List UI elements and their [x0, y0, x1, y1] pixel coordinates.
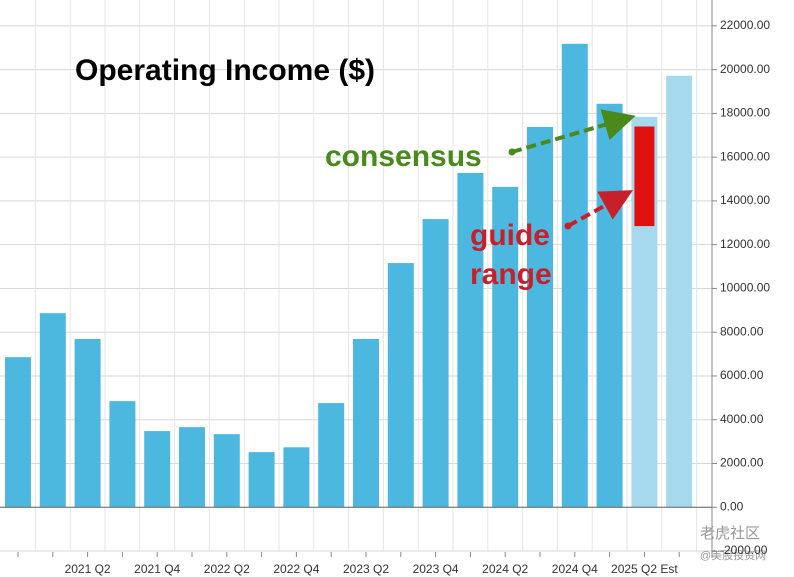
bar [74, 338, 101, 508]
guide-arrow [567, 190, 634, 228]
consensus-label: consensus [325, 140, 482, 173]
bar [596, 103, 623, 508]
x-tick-label: 2023 Q4 [413, 562, 459, 576]
bar [666, 75, 693, 508]
x-tick-label: 2022 Q2 [204, 562, 250, 576]
bar [492, 186, 519, 508]
bar [318, 403, 345, 508]
y-tick-label: 14000.00 [720, 193, 770, 207]
bar [283, 447, 310, 508]
bar [457, 172, 484, 508]
bar [179, 427, 205, 508]
bar [527, 126, 553, 508]
y-tick-label: 10000.00 [720, 281, 770, 295]
y-tick-label: 8000.00 [720, 324, 764, 338]
bar [353, 338, 379, 508]
bar [5, 357, 31, 508]
bar [561, 43, 588, 508]
y-tick-label: 20000.00 [720, 62, 770, 76]
y-tick-label: 18000.00 [720, 106, 770, 120]
x-tick-label: 2024 Q2 [482, 562, 528, 576]
y-tick-label: 0.00 [720, 499, 744, 513]
x-tick-label: 2024 Q4 [552, 562, 598, 576]
watermark: 老虎社区 [700, 525, 760, 542]
bars [5, 43, 693, 508]
bar [144, 431, 171, 508]
bar [387, 263, 414, 508]
y-tick-label: 12000.00 [720, 237, 770, 251]
y-tick-label: 4000.00 [720, 412, 764, 426]
y-tick-label: 16000.00 [720, 149, 770, 163]
bar [213, 434, 240, 508]
x-tick-label: 2023 Q2 [343, 562, 389, 576]
guide-range [634, 126, 655, 227]
bar [422, 219, 449, 508]
grid [0, 0, 712, 552]
x-tick-label: 2021 Q2 [65, 562, 111, 576]
x-tick-label: 2021 Q4 [134, 562, 180, 576]
chart-title: Operating Income ($) [75, 54, 375, 87]
x-tick-label: 2022 Q4 [273, 562, 319, 576]
bar [248, 452, 275, 508]
y-tick-label: 6000.00 [720, 368, 764, 382]
bar [109, 401, 136, 508]
y-tick-label: -2000.00 [720, 543, 768, 557]
consensus-arrow [511, 109, 636, 154]
guide-label: range [470, 258, 552, 291]
y-tick-label: 22000.00 [720, 18, 770, 32]
bar [39, 313, 66, 508]
y-tick-label: 2000.00 [720, 456, 764, 470]
guide-label: guide [470, 219, 550, 252]
x-tick-label: 2025 Q2 Est [611, 562, 678, 576]
